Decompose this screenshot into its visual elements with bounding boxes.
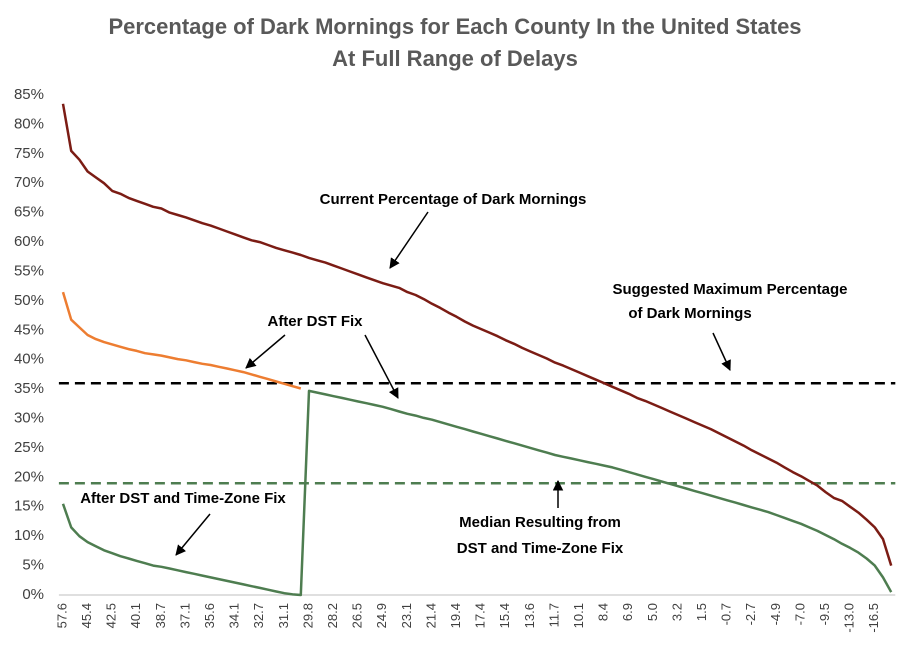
x-tick-label: 23.1 [399, 603, 414, 628]
x-tick-label: 57.6 [54, 603, 69, 628]
x-tick-label: 5.0 [645, 603, 660, 621]
x-tick-label: -9.5 [817, 603, 832, 625]
y-tick-label: 40% [14, 351, 44, 368]
x-tick-label: -13.0 [842, 603, 857, 633]
y-tick-label: 15% [14, 498, 44, 515]
x-tick-label: 31.1 [276, 603, 291, 628]
series-line [61, 389, 893, 597]
annotation: After DST and Time-Zone Fix [80, 490, 286, 507]
x-tick-label: 37.1 [177, 603, 192, 628]
y-tick-label: 75% [14, 145, 44, 162]
x-tick-label: 45.4 [79, 603, 94, 628]
annotation: Suggested Maximum Percentage [612, 281, 847, 298]
x-tick-label: 13.6 [522, 603, 537, 628]
annotation-arrow [364, 334, 399, 399]
x-tick-label: -7.0 [792, 603, 807, 625]
annotation-arrow [389, 211, 429, 269]
annotation: of Dark Mornings [628, 305, 751, 322]
y-tick-label: 5% [22, 557, 44, 574]
annotation-arrow [245, 334, 286, 369]
x-tick-label: -2.7 [743, 603, 758, 625]
x-tick-label: 1.5 [694, 603, 709, 621]
x-tick-label: 15.4 [497, 603, 512, 628]
y-tick-label: 35% [14, 380, 44, 397]
x-tick-label: 29.8 [300, 603, 315, 628]
x-tick-label: 28.2 [325, 603, 340, 628]
y-tick-label: 0% [22, 586, 44, 603]
annotation-arrow [175, 513, 211, 556]
x-tick-label: 35.6 [202, 603, 217, 628]
x-tick-label: 21.4 [423, 603, 438, 628]
annotation: DST and Time-Zone Fix [457, 540, 624, 557]
x-tick-label: 26.5 [350, 603, 365, 628]
y-tick-label: 10% [14, 527, 44, 544]
y-tick-label: 50% [14, 292, 44, 309]
x-tick-label: -16.5 [866, 603, 881, 633]
x-tick-label: 10.1 [571, 603, 586, 628]
y-tick-label: 80% [14, 115, 44, 132]
y-tick-label: 60% [14, 233, 44, 250]
annotation: After DST Fix [267, 313, 363, 330]
y-tick-label: 65% [14, 204, 44, 221]
x-tick-label: 38.7 [153, 603, 168, 628]
x-tick-label: 11.7 [546, 603, 561, 627]
y-tick-label: 45% [14, 321, 44, 338]
annotation-arrow [712, 332, 731, 371]
y-tick-label: 30% [14, 409, 44, 426]
y-tick-label: 55% [14, 262, 44, 279]
annotation: Median Resulting from [459, 514, 621, 531]
x-tick-label: 34.1 [227, 603, 242, 628]
x-tick-label: -0.7 [719, 603, 734, 625]
x-tick-label: 17.4 [473, 603, 488, 628]
x-tick-label: 40.1 [128, 603, 143, 628]
series-line [61, 291, 302, 390]
annotation: Current Percentage of Dark Mornings [320, 191, 587, 208]
x-tick-label: 19.4 [448, 603, 463, 628]
x-tick-label: 32.7 [251, 603, 266, 628]
y-tick-label: 25% [14, 439, 44, 456]
x-tick-label: 42.5 [104, 603, 119, 628]
y-tick-label: 70% [14, 174, 44, 191]
x-tick-label: 3.2 [669, 603, 684, 621]
y-tick-label: 85% [14, 86, 44, 103]
y-tick-label: 20% [14, 468, 44, 485]
chart-title: Percentage of Dark Mornings for Each Cou… [108, 14, 801, 39]
x-tick-label: 6.9 [620, 603, 635, 621]
x-tick-label: -4.9 [768, 603, 783, 625]
chart-subtitle: At Full Range of Delays [332, 46, 578, 71]
series-line [61, 103, 893, 566]
x-tick-label: 8.4 [596, 603, 611, 621]
x-tick-label: 24.9 [374, 603, 389, 628]
